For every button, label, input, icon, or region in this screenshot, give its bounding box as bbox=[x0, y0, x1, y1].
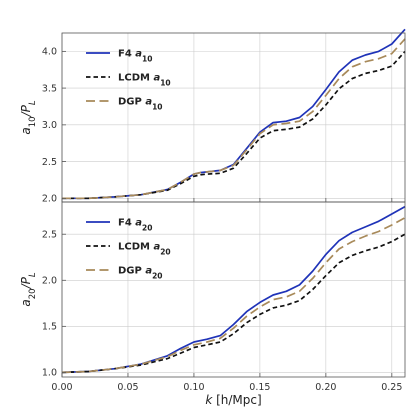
bottom-series-line-1 bbox=[61, 233, 406, 374]
bottom-ytick-label: 2.5 bbox=[42, 230, 57, 241]
bottom-y-label-rest: /P bbox=[19, 276, 33, 289]
bottom-series-line-2 bbox=[61, 216, 406, 374]
top-legend-sub: 10 bbox=[142, 54, 152, 63]
bottom-ytick-label: 1.5 bbox=[42, 322, 57, 333]
bottom-legend-a: a bbox=[145, 266, 152, 277]
top-panel-series bbox=[62, 28, 406, 200]
bottom-y-axis-label: a20/PL bbox=[19, 272, 38, 306]
bottom-legend-label-0: F4 a20 bbox=[118, 218, 152, 233]
top-legend-sub: 10 bbox=[152, 102, 162, 111]
top-legend-a: a bbox=[145, 97, 152, 108]
bottom-panel-frame bbox=[61, 201, 406, 378]
x-label-unit: [h/Mpc] bbox=[212, 393, 261, 407]
top-ytick-label: 2.0 bbox=[42, 194, 57, 205]
bottom-legend-sub: 20 bbox=[152, 271, 162, 280]
top-y-axis-label: a10/PL bbox=[19, 100, 38, 134]
top-legend-label-0: F4 a10 bbox=[118, 49, 152, 64]
xtick-label: 0.15 bbox=[249, 382, 270, 393]
bottom-panel-ticks: 1.0 1.5 2.0 2.5 0.00 0.05 0.10 0.15 0.20 0.25 bbox=[42, 230, 402, 393]
top-legend-label-1: LCDM a10 bbox=[118, 73, 171, 88]
top-series-line-2 bbox=[62, 38, 406, 200]
x-axis-label: k [h/Mpc] bbox=[205, 393, 261, 407]
top-ytick-label: 3.5 bbox=[42, 83, 57, 94]
top-legend-label-2: DGP a10 bbox=[118, 97, 163, 112]
bottom-legend-label-2: DGP a20 bbox=[118, 266, 163, 281]
top-legend-text: LCDM bbox=[118, 73, 153, 84]
top-legend-a: a bbox=[135, 49, 142, 60]
bottom-legend-sub: 20 bbox=[142, 223, 152, 232]
top-ytick-label: 2.5 bbox=[42, 157, 57, 168]
bottom-legend-text: DGP bbox=[118, 266, 145, 277]
top-y-label-main: a bbox=[19, 127, 33, 134]
bottom-y-label-rest-sub: L bbox=[28, 272, 38, 277]
top-y-label-sub: 10 bbox=[28, 116, 38, 127]
x-label-k: k bbox=[205, 393, 213, 407]
top-legend-text: F4 bbox=[118, 49, 135, 60]
bottom-y-label-main: a bbox=[19, 299, 33, 306]
bottom-ytick-label: 1.0 bbox=[42, 368, 57, 379]
bottom-panel: 1.0 1.5 2.0 2.5 0.00 0.05 0.10 0.15 0.20 0.25 F4 … bbox=[19, 201, 406, 393]
bottom-legend-text: LCDM bbox=[118, 242, 153, 253]
top-y-label-rest-sub: L bbox=[28, 100, 38, 105]
bottom-legend-a: a bbox=[153, 242, 160, 253]
bottom-legend-text: F4 bbox=[118, 218, 135, 229]
top-legend-sub: 10 bbox=[160, 78, 170, 87]
top-panel-grid bbox=[61, 33, 405, 202]
top-legend-a: a bbox=[153, 73, 160, 84]
top-ytick-label: 3.0 bbox=[42, 120, 57, 131]
xtick-label: 0.25 bbox=[381, 382, 402, 393]
xtick-label: 0.05 bbox=[117, 382, 138, 393]
top-y-label-rest: /P bbox=[19, 104, 33, 117]
xtick-label: 0.00 bbox=[51, 382, 72, 393]
xtick-label: 0.20 bbox=[315, 382, 336, 393]
xtick-label: 0.10 bbox=[183, 382, 204, 393]
bottom-legend-sub: 20 bbox=[160, 247, 170, 256]
bottom-legend-a: a bbox=[135, 218, 142, 229]
bottom-y-label-sub: 20 bbox=[28, 288, 38, 299]
bottom-panel-series bbox=[61, 205, 406, 374]
top-panel-ticks: 2.0 2.5 3.0 3.5 4.0 bbox=[42, 47, 393, 205]
top-legend-text: DGP bbox=[118, 97, 145, 108]
bottom-legend-label-1: LCDM a20 bbox=[118, 242, 171, 257]
bottom-ytick-label: 2.0 bbox=[42, 276, 57, 287]
top-ytick-label: 4.0 bbox=[42, 47, 57, 58]
